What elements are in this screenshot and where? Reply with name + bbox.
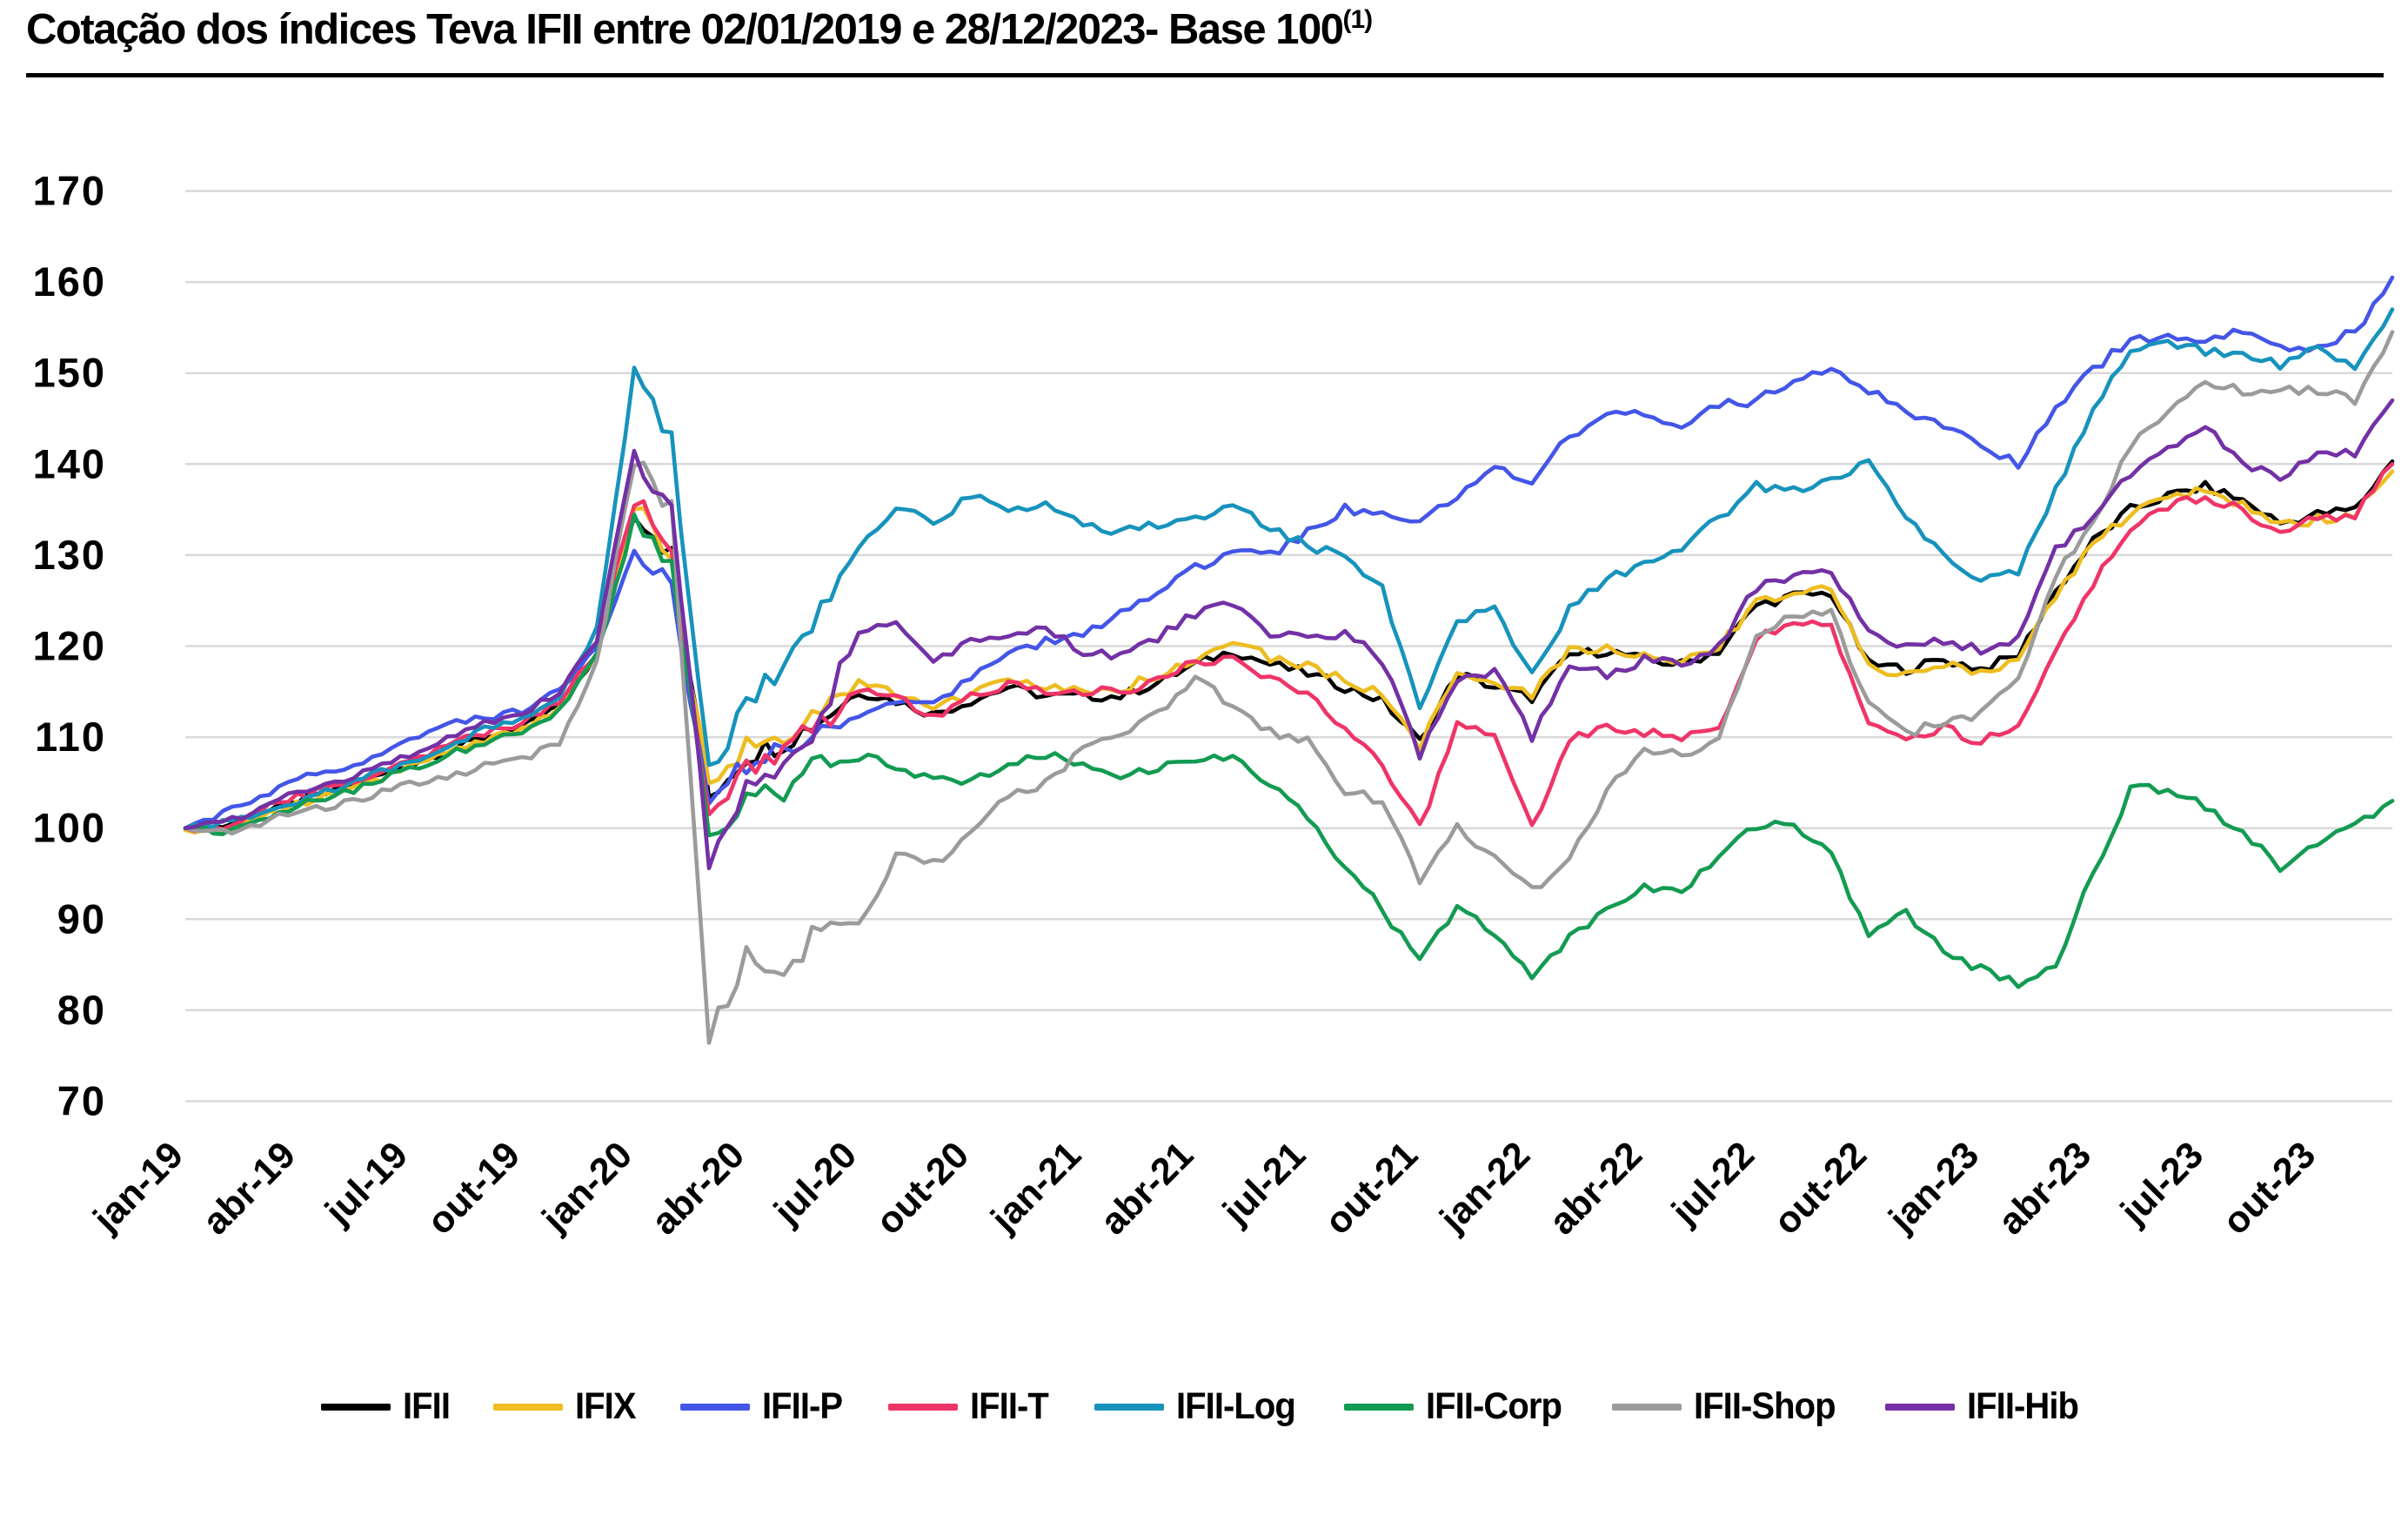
- series-line-ifii-hib: [183, 398, 2395, 871]
- legend-item-ifii-hib: IFII-Hib: [1885, 1385, 2087, 1428]
- y-tick-label: 70: [57, 1078, 106, 1124]
- legend-item-ifii-t: IFII-T: [887, 1385, 1054, 1428]
- page-title-text: Cotação dos índices Teva IFII entre 02/0…: [26, 6, 1344, 53]
- y-tick-label: 170: [33, 168, 106, 214]
- series-line-ifii: [183, 459, 2395, 833]
- y-tick-label: 80: [57, 987, 106, 1033]
- legend-swatch-ifii: [320, 1403, 391, 1411]
- y-tick-label: 110: [35, 714, 106, 760]
- series-line-ifii-p: [183, 275, 2395, 830]
- x-tick-label: abr-21: [1093, 1134, 1201, 1243]
- chart-title-block: Cotação dos índices Teva IFII entre 02/0…: [26, 5, 2385, 54]
- x-tick-label: out-20: [868, 1134, 977, 1243]
- legend-item-ifii: IFII: [320, 1385, 453, 1428]
- page-title: Cotação dos índices Teva IFII entre 02/0…: [26, 5, 1374, 53]
- x-tick-label: out-23: [2215, 1134, 2324, 1243]
- x-tick-label: out-21: [1317, 1134, 1426, 1243]
- y-tick-label: 140: [33, 440, 106, 486]
- series-line-ifii-log: [183, 307, 2395, 830]
- x-tick-label: jan-20: [534, 1134, 641, 1241]
- legend-label: IFII-Hib: [1967, 1385, 2079, 1427]
- y-tick-label: 160: [33, 258, 106, 305]
- legend-swatch-ifii-p: [679, 1403, 750, 1411]
- legend-label: IFII-Corp: [1425, 1385, 1562, 1427]
- y-tick-label: 120: [33, 623, 106, 669]
- series-line-ifix: [183, 469, 2395, 835]
- x-tick-label: abr-20: [644, 1134, 752, 1243]
- legend-item-ifii-corp: IFII-Corp: [1343, 1385, 1572, 1428]
- series-line-ifii-t: [183, 462, 2395, 834]
- legend-label: IFII: [402, 1385, 451, 1427]
- x-tick-label: abr-22: [1542, 1134, 1650, 1243]
- title-underline: [26, 73, 2384, 77]
- y-tick-label: 90: [57, 895, 106, 942]
- x-tick-label: jul-22: [1663, 1134, 1763, 1233]
- legend-item-ifii-shop: IFII-Shop: [1611, 1385, 1846, 1428]
- x-tick-label: jan-23: [1881, 1134, 1988, 1241]
- legend-label: IFIX: [574, 1385, 637, 1427]
- legend-item-ifii-p: IFII-P: [679, 1385, 848, 1428]
- x-tick-label: jan-19: [85, 1134, 192, 1241]
- series-line-ifii-corp: [183, 513, 2395, 989]
- y-tick-label: 100: [33, 805, 106, 851]
- page-title-footnote-marker: (1): [1342, 5, 1374, 34]
- legend-label: IFII-Shop: [1693, 1385, 1836, 1427]
- legend-item-ifii-log: IFII-Log: [1094, 1385, 1304, 1428]
- legend-label: IFII-T: [969, 1385, 1049, 1427]
- x-tick-label: abr-19: [195, 1134, 304, 1243]
- chart-legend: IFII IFIX IFII-P IFII-T IFII-Log IFII-Corp IFI…: [0, 1385, 2408, 1428]
- x-tick-label: jul-20: [766, 1134, 865, 1233]
- x-tick-label: out-19: [419, 1134, 528, 1243]
- x-tick-label: jul-23: [2112, 1134, 2211, 1233]
- x-tick-label: jan-21: [983, 1134, 1090, 1241]
- x-tick-label: jul-21: [1214, 1134, 1314, 1233]
- y-tick-label: 130: [33, 532, 106, 578]
- x-tick-label: abr-23: [1990, 1134, 2099, 1243]
- y-tick-label: 150: [33, 350, 106, 396]
- legend-label: IFII-P: [761, 1385, 843, 1427]
- legend-swatch-ifii-shop: [1611, 1403, 1682, 1411]
- x-tick-label: jan-22: [1432, 1134, 1539, 1241]
- legend-swatch-ifii-hib: [1885, 1403, 1956, 1411]
- legend-label: IFII-Log: [1175, 1385, 1296, 1427]
- legend-item-ifix: IFIX: [492, 1385, 640, 1428]
- legend-swatch-ifii-log: [1094, 1403, 1164, 1411]
- legend-swatch-ifii-corp: [1343, 1403, 1414, 1411]
- series-line-ifii-shop: [183, 330, 2395, 1045]
- legend-swatch-ifix: [492, 1403, 563, 1411]
- x-tick-label: jul-19: [317, 1134, 416, 1233]
- legend-swatch-ifii-t: [887, 1403, 958, 1411]
- x-tick-label: out-22: [1766, 1134, 1875, 1243]
